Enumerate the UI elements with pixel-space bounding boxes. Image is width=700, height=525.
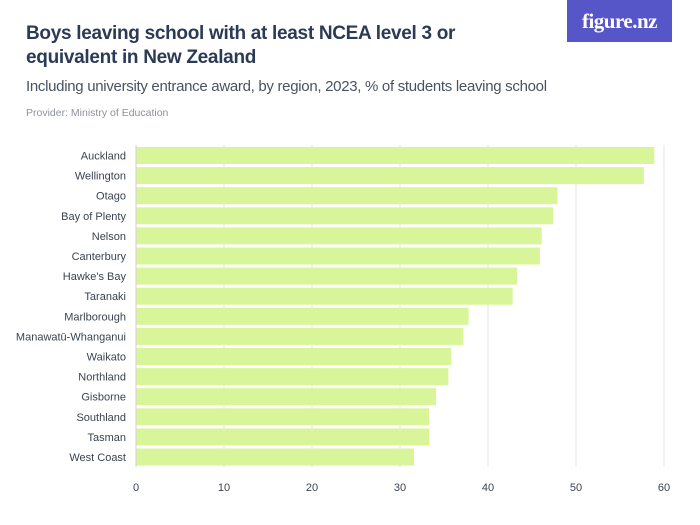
- category-label: Taranaki: [84, 291, 126, 303]
- bar[interactable]: [136, 147, 655, 164]
- category-label: Marlborough: [64, 311, 126, 323]
- x-tick-label: 0: [133, 482, 139, 494]
- bar[interactable]: [136, 368, 449, 386]
- bar[interactable]: [136, 348, 452, 365]
- x-tick-label: 50: [570, 482, 582, 494]
- x-tick-label: 20: [306, 482, 318, 494]
- bar[interactable]: [136, 167, 644, 185]
- x-tick-label: 10: [218, 482, 230, 494]
- chart-title: Boys leaving school with at least NCEA l…: [26, 23, 456, 68]
- x-tick-label: 40: [482, 482, 494, 494]
- category-label: Wellington: [75, 171, 126, 183]
- bar[interactable]: [136, 408, 430, 426]
- category-label: Tasman: [87, 432, 126, 444]
- category-label: Northland: [78, 372, 126, 384]
- category-label: Bay of Plenty: [61, 211, 126, 223]
- category-label: Gisborne: [81, 392, 126, 404]
- bar[interactable]: [136, 227, 542, 245]
- bar[interactable]: [136, 327, 464, 345]
- category-label: Nelson: [92, 231, 126, 243]
- category-label: Hawke's Bay: [63, 271, 127, 283]
- category-label: Otago: [96, 191, 126, 203]
- bar[interactable]: [136, 428, 430, 446]
- bar[interactable]: [136, 287, 513, 305]
- provider-note: Provider: Ministry of Education: [26, 107, 169, 119]
- figure-nz-logo[interactable]: figure.nz: [567, 0, 672, 42]
- bar[interactable]: [136, 388, 437, 406]
- bar[interactable]: [136, 247, 540, 265]
- x-tick-label: 60: [658, 482, 670, 494]
- category-label: West Coast: [69, 452, 126, 464]
- bar[interactable]: [136, 187, 558, 205]
- category-label: Manawatū-Whanganui: [16, 331, 126, 343]
- bar[interactable]: [136, 267, 518, 285]
- bar[interactable]: [136, 448, 415, 466]
- category-label: Waikato: [87, 352, 126, 364]
- bar[interactable]: [136, 307, 469, 325]
- category-label: Auckland: [81, 151, 126, 163]
- category-label: Southland: [76, 412, 126, 424]
- chart-subtitle: Including university entrance award, by …: [26, 78, 547, 95]
- category-label: Canterbury: [72, 251, 127, 263]
- bar[interactable]: [136, 207, 554, 225]
- x-tick-label: 30: [394, 482, 406, 494]
